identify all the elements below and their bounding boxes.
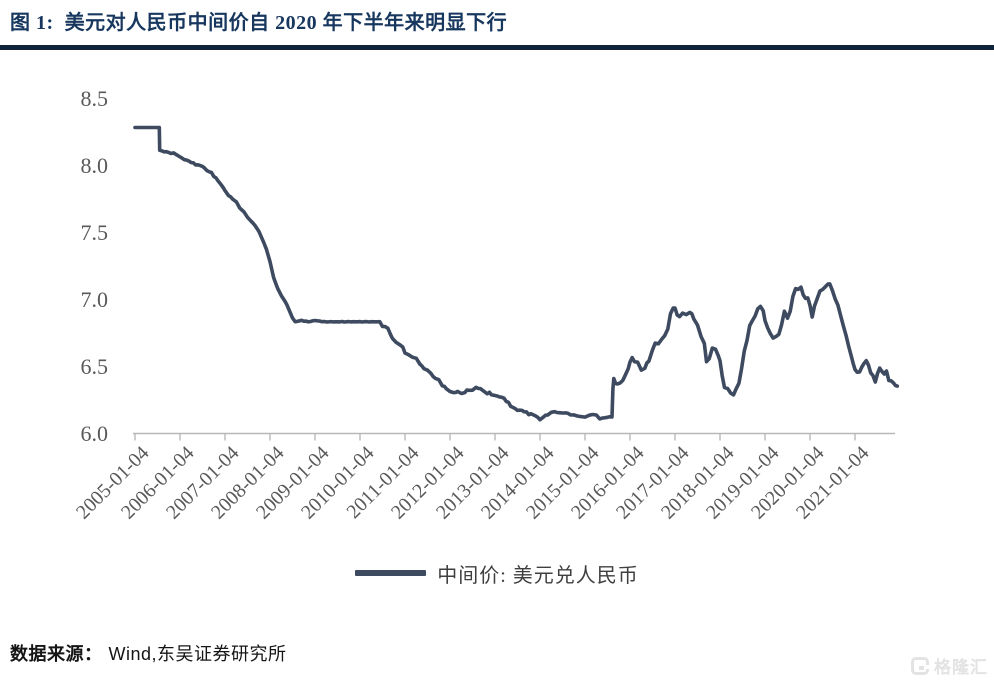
x-axis-tick-label: 2005-01-04	[72, 442, 154, 524]
x-axis-tick-label: 2007-01-04	[162, 442, 244, 524]
x-axis-tick-label: 2018-01-04	[657, 442, 739, 524]
legend-series-label: 中间价: 美元兑人民币	[437, 564, 639, 587]
y-axis-tick-label: 8.5	[81, 86, 109, 111]
figure-title: 图 1: 美元对人民币中间价自 2020 年下半年来明显下行	[10, 12, 508, 34]
x-axis-tick-label: 2008-01-04	[207, 442, 289, 524]
gelonghui-logo-icon	[911, 656, 929, 675]
x-axis-tick-label: 2021-01-04	[792, 442, 874, 524]
chart-canvas: 6.06.57.07.58.08.52005-01-042006-01-0420…	[72, 86, 900, 524]
x-axis-tick-label: 2006-01-04	[117, 442, 199, 524]
x-axis-tick-label: 2020-01-04	[747, 442, 829, 524]
gelonghui-watermark: 格隆汇	[911, 653, 988, 678]
x-axis-tick-label: 2010-01-04	[297, 442, 379, 524]
y-axis-tick-label: 7.0	[81, 287, 109, 312]
chart-legend: 中间价: 美元兑人民币	[0, 558, 994, 588]
series-line-usd-cny-midpoint	[133, 125, 900, 422]
data-source-label: 数据来源：	[10, 644, 103, 664]
x-axis-tick-label: 2013-01-04	[432, 442, 514, 524]
legend-line-swatch	[355, 570, 427, 576]
x-axis-tick-label: 2015-01-04	[522, 442, 604, 524]
x-axis-tick-label: 2017-01-04	[612, 442, 694, 524]
x-axis-tick-label: 2016-01-04	[567, 442, 649, 524]
y-axis-tick-label: 6.0	[81, 421, 109, 446]
y-axis-tick-label: 6.5	[81, 354, 109, 379]
data-source-note: 数据来源： Wind,东吴证券研究所	[10, 640, 287, 666]
x-axis-tick-label: 2009-01-04	[252, 442, 334, 524]
y-axis-tick-label: 7.5	[81, 220, 109, 245]
x-axis-tick-label: 2012-01-04	[387, 442, 469, 524]
title-divider	[0, 45, 994, 50]
usd-cny-midpoint-line-chart: 6.0 6.5 7.0 7.5 8.0 8.5 2005-01-04 2006-01-04 20…	[72, 86, 900, 524]
x-axis-tick-label: 2011-01-04	[343, 442, 424, 523]
data-source-value: Wind,东吴证券研究所	[108, 644, 287, 664]
x-axis-tick-label: 2019-01-04	[702, 442, 784, 524]
x-axis-tick-label: 2014-01-04	[477, 442, 559, 524]
y-axis-tick-label: 8.0	[81, 153, 109, 178]
gelonghui-watermark-text: 格隆汇	[934, 658, 988, 677]
